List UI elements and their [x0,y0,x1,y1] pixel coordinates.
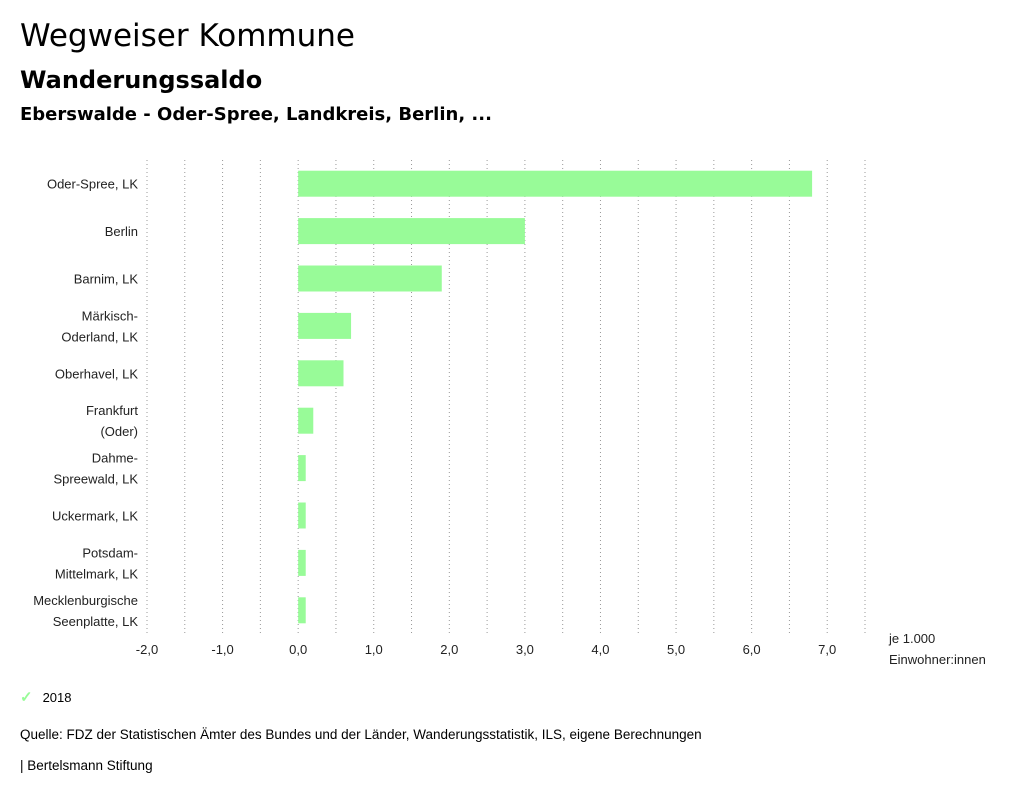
category-label: Oder-Spree, LK [47,177,138,192]
legend[interactable]: ✓ 2018 [20,688,72,706]
category-label: Uckermark, LK [52,509,138,524]
x-tick-label: -1,0 [211,642,233,657]
category-label: Oderland, LK [61,329,138,344]
bar [298,312,352,339]
x-tick-label: 6,0 [743,642,761,657]
bar [298,502,306,529]
check-icon: ✓ [20,689,33,706]
category-label: Mecklenburgische [33,593,138,608]
category-label: Seenplatte, LK [53,614,139,629]
bar [298,597,306,624]
bar [298,360,344,387]
region-selection: Eberswalde - Oder-Spree, Landkreis, Berl… [20,104,492,125]
bar [298,170,813,197]
x-tick-label: 2,0 [440,642,458,657]
x-unit-label: Einwohner:innen [889,652,986,667]
bar [298,549,306,576]
bar [298,218,525,245]
x-tick-label: 1,0 [365,642,383,657]
chart-subtitle: Wanderungssaldo [20,66,263,94]
category-label: Berlin [105,224,138,239]
x-tick-label: 7,0 [818,642,836,657]
category-label: Spreewald, LK [53,472,138,487]
category-label: Mittelmark, LK [55,566,138,581]
category-label: (Oder) [100,424,138,439]
bar [298,265,442,292]
x-unit-label: je 1.000 [888,631,935,646]
category-label: Frankfurt [86,403,138,418]
category-label: Oberhavel, LK [55,366,138,381]
bar [298,407,314,434]
bar [298,455,306,482]
category-label: Dahme- [92,451,138,466]
x-tick-label: 3,0 [516,642,534,657]
x-tick-label: -2,0 [136,642,158,657]
page-title: Wegweiser Kommune [20,18,355,54]
x-tick-label: 0,0 [289,642,307,657]
brand-note: | Bertelsmann Stiftung [20,758,153,773]
category-label: Märkisch- [82,308,138,323]
bar-chart: -2,0 -1,0 0,0 1,0 2,0 3,0 4,0 5,0 6,0 7,0 je 1.000… [33,160,986,667]
category-label: Potsdam- [82,545,138,560]
x-tick-label: 5,0 [667,642,685,657]
source-note: Quelle: FDZ der Statistischen Ämter des … [20,727,702,742]
category-label: Barnim, LK [74,272,139,287]
x-tick-label: 4,0 [591,642,609,657]
legend-label-2018: 2018 [42,689,72,705]
